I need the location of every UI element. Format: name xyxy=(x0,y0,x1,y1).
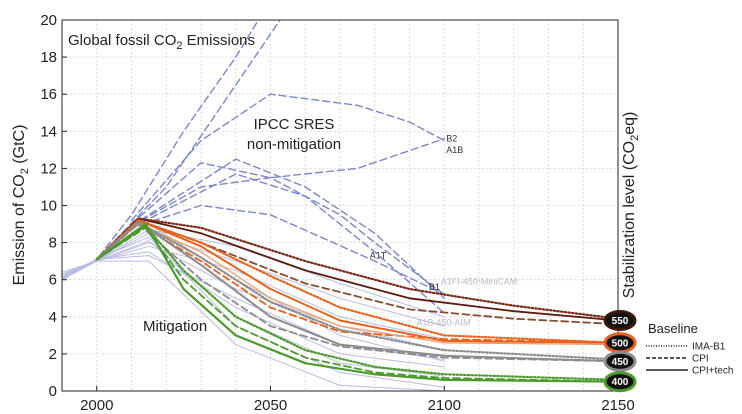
series-group xyxy=(62,20,618,391)
badge-400 xyxy=(603,371,637,393)
scenario-label: A1FI-450-MiniCAM xyxy=(441,277,518,287)
sres-label: B2 xyxy=(446,134,457,144)
badge-label: 550 xyxy=(612,316,629,327)
sres-annotation-line1: IPCC SRES xyxy=(254,116,335,133)
badge-450 xyxy=(603,350,637,372)
series-line-faint xyxy=(62,236,445,388)
sres-label: B1 xyxy=(429,282,440,292)
series-line-400 xyxy=(95,224,618,381)
x-tick-label: 2000 xyxy=(80,397,113,414)
sres-label: A1B xyxy=(446,145,463,155)
y-tick-label: 18 xyxy=(40,49,57,66)
legend-label: CPI xyxy=(692,354,709,365)
y-tick-label: 20 xyxy=(40,12,57,29)
y-tick-label: 14 xyxy=(40,123,57,140)
badge-550 xyxy=(603,310,637,332)
series-line-faint xyxy=(62,255,445,360)
series-line-450 xyxy=(95,223,618,363)
badge-label: 500 xyxy=(612,338,629,349)
series-line-550 xyxy=(95,217,618,320)
series-line-500 xyxy=(95,219,618,344)
series-line-400 xyxy=(95,226,618,383)
series-line-450 xyxy=(95,221,618,361)
y-tick-label: 6 xyxy=(49,272,57,289)
chart-title: Global fossil CO2 Emissions xyxy=(68,32,255,52)
y-axis-label: Emission of CO2 (GtC) xyxy=(11,125,31,286)
mitigation-annotation: Mitigation xyxy=(143,318,207,335)
x-tick-label: 2150 xyxy=(601,397,634,414)
series-line-sres xyxy=(130,204,445,296)
y-tick-label: 8 xyxy=(49,235,57,252)
scenario-label: A1B-450-AIM xyxy=(416,317,470,327)
y-tick-label: 2 xyxy=(49,346,57,363)
series-line-sres xyxy=(130,158,445,299)
series-line-sres xyxy=(130,176,445,296)
sres-label: A1T xyxy=(370,251,387,261)
y-tick-label: 4 xyxy=(49,309,57,326)
y-tick-label: 12 xyxy=(40,160,57,177)
y-tick-label: 16 xyxy=(40,86,57,103)
x-tick-label: 2050 xyxy=(254,397,287,414)
badge-label: 400 xyxy=(612,377,629,388)
y-tick-label: 10 xyxy=(40,198,57,215)
legend-label: IMA-B1 xyxy=(692,342,726,353)
legend-title: Baseline xyxy=(648,321,698,336)
stabilization-badges: 550 500 450 400 xyxy=(603,310,637,393)
x-tick-label: 2100 xyxy=(428,397,461,414)
tick-labels: 2000 2050 2100 2150 0 2 4 6 8 10 12 14 16 18 20 xyxy=(40,12,634,414)
right-axis-label: Stabilization level (CO2eq) xyxy=(621,112,641,299)
badge-label: 450 xyxy=(612,357,629,368)
legend-label: CPI+tech xyxy=(692,366,733,377)
series-line-sres xyxy=(130,137,445,225)
y-tick-label: 0 xyxy=(49,383,57,400)
series-line-sres xyxy=(130,93,445,222)
sres-annotation-line2: non-mitigation xyxy=(247,136,341,153)
